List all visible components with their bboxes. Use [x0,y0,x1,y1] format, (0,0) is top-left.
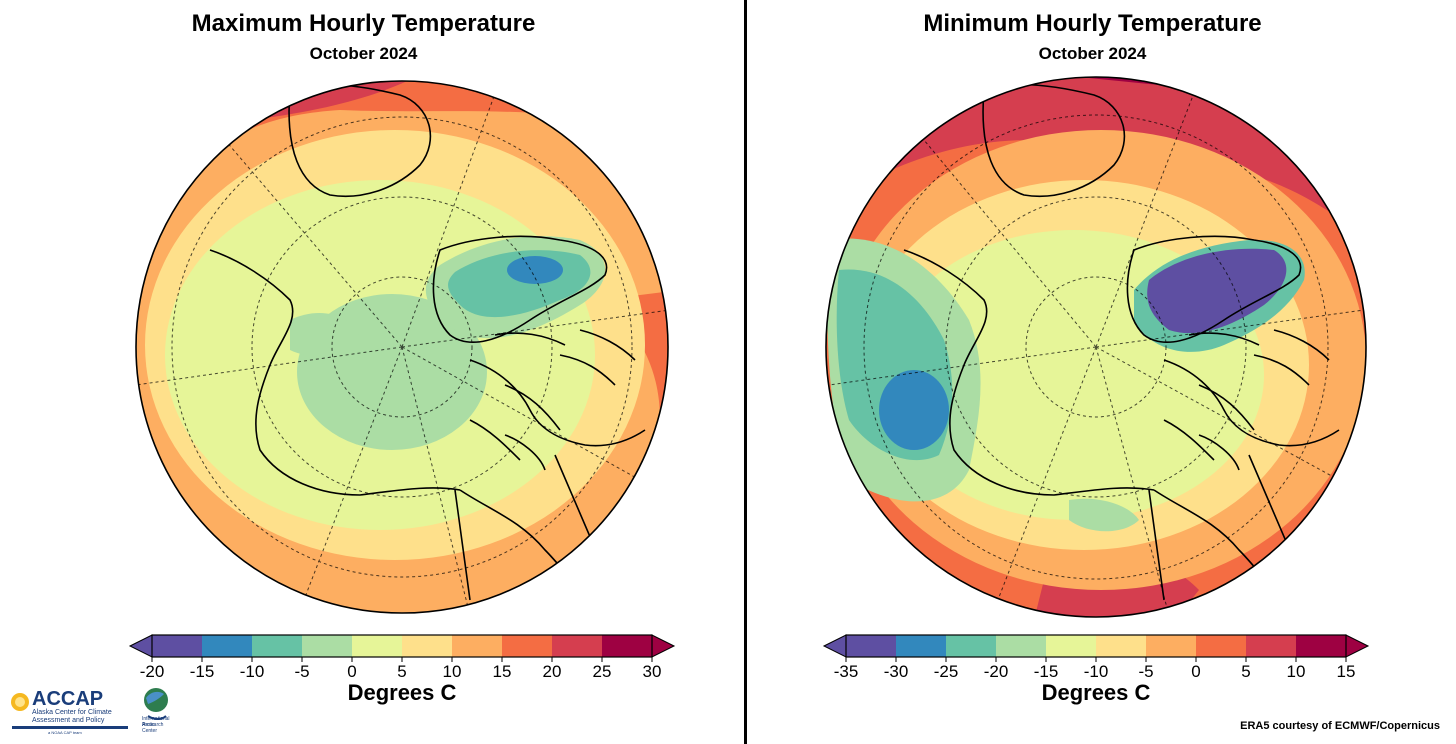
min-temp-field [826,77,1366,617]
min-colorbar-bin-5 [1096,635,1146,657]
max-colorbar-bin-5 [402,635,452,657]
max-colorbar-extend-low [128,634,153,658]
max-colorbar-tick-label-7: 15 [493,662,512,681]
min-colorbar-tick-label-9: 10 [1287,662,1306,681]
iarc-logo-line1: International Arctic [142,716,170,728]
max-colorbar-bin-0 [152,635,202,657]
max-temp-title: Maximum Hourly Temperature [191,10,536,37]
max-colorbar-tick-label-10: 30 [643,662,662,681]
max-temp-map-boundary [135,80,669,614]
min-colorbar-tick-label-1: -30 [884,662,909,681]
siberia-band-neg5-0 [290,312,360,357]
max-temp-map-svg: -20 -15 -10 -5 0 5 10 15 20 25 30 [128,80,676,681]
min-colorbar-bin-9 [1296,635,1346,657]
min-colorbar-tick-label-7: 0 [1191,662,1200,681]
max-colorbar-tick-label-2: -10 [240,662,265,681]
min-temp-colorbar-label: Degrees C [1041,680,1151,705]
max-colorbar-tick-label-6: 10 [443,662,462,681]
siberia-band-neg30-neg25 [879,370,949,450]
iarc-logo-line2: Research Center [142,722,164,734]
min-colorbar-bin-8 [1246,635,1296,657]
max-colorbar-bin-7 [502,635,552,657]
max-colorbar-tick-label-8: 20 [543,662,562,681]
max-colorbar-bin-4 [352,635,402,657]
min-temp-title: Minimum Hourly Temperature [923,10,1262,37]
max-colorbar-tick-label-4: 0 [347,662,356,681]
max-temp-colorbar-label: Degrees C [347,680,457,705]
min-colorbar-bin-4 [1046,635,1096,657]
min-colorbar-tick-label-2: -25 [934,662,959,681]
min-colorbar-tick-label-10: 15 [1337,662,1356,681]
max-temp-field [136,81,668,613]
greenland-band-neg15-neg10 [507,256,563,284]
max-colorbar-tick-label-9: 25 [593,662,612,681]
min-temp-colorbar: -35 -30 -25 -20 -15 -10 -5 0 5 10 15 [822,634,1370,681]
data-credit: ERA5 courtesy of ECMWF/Copernicus [1240,720,1440,732]
accap-logo-line1: Alaska Center for Climate [32,709,112,716]
max-temp-subtitle: October 2024 [309,44,418,63]
min-colorbar-bin-2 [946,635,996,657]
max-colorbar-bin-9 [602,635,652,657]
min-temp-graticule [828,79,1365,616]
greenland-band-neg35-neg30 [1147,248,1287,334]
min-colorbar-extend-high [1345,634,1370,658]
max-colorbar-extend-high [651,634,676,658]
max-colorbar-tick-label-0: -20 [140,662,165,681]
min-colorbar-tick-label-4: -15 [1034,662,1059,681]
min-colorbar-tick-label-3: -20 [984,662,1009,681]
min-temp-coastlines [903,83,1340,601]
max-colorbar-bin-1 [202,635,252,657]
min-colorbar-bin-1 [896,635,946,657]
min-colorbar-tick-label-6: -5 [1138,662,1153,681]
min-temp-map-boundary [825,76,1367,618]
min-colorbar-bin-6 [1146,635,1196,657]
min-colorbar-bin-7 [1196,635,1246,657]
max-colorbar-tick-label-3: -5 [294,662,309,681]
accap-logo: ACCAP Alaska Center for Climate Assessme… [8,684,178,736]
min-temp-subtitle: October 2024 [1038,44,1147,63]
alaska-band-neg20-neg15 [1069,498,1139,532]
accap-logo-name: ACCAP [32,688,104,710]
max-colorbar-bin-6 [452,635,502,657]
max-colorbar-bin-8 [552,635,602,657]
min-colorbar-tick-label-5: -10 [1084,662,1109,681]
max-colorbar-bin-3 [302,635,352,657]
max-colorbar-tick-label-1: -15 [190,662,215,681]
min-colorbar-bin-3 [996,635,1046,657]
min-colorbar-bin-0 [846,635,896,657]
min-temp-map-svg: -35 -30 -25 -20 -15 -10 -5 0 5 10 15 [822,76,1370,681]
max-temp-graticule [136,81,668,613]
min-colorbar-tick-label-8: 5 [1241,662,1250,681]
accap-logo-line3: a NOAA CAP team [48,730,82,735]
min-colorbar-extend-low [822,634,847,658]
accap-logo-graphic [11,688,168,729]
min-temp-panel: Minimum Hourly Temperature October 2024 [729,0,1456,744]
max-temp-panel: Maximum Hourly Temperature October 2024 [0,0,727,744]
max-colorbar-bin-2 [252,635,302,657]
accap-logo-line2: Assessment and Policy [32,717,105,724]
max-colorbar-tick-label-5: 5 [397,662,406,681]
min-colorbar-tick-label-0: -35 [834,662,859,681]
max-temp-colorbar: -20 -15 -10 -5 0 5 10 15 20 25 30 [128,634,676,681]
panel-divider [744,0,747,744]
max-temp-coastlines [209,83,646,601]
